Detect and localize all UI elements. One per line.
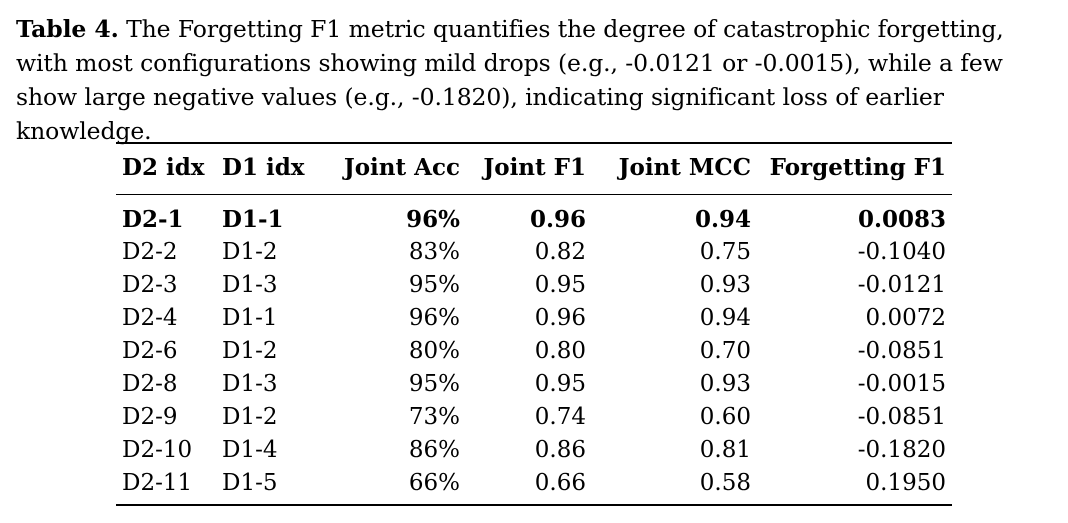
cell-joint-mcc: 0.93 <box>699 272 751 298</box>
forgetting-table: D2 idx D1 idx Joint Acc Joint F1 Joint M… <box>116 144 952 188</box>
cell-joint-f1: 0.82 <box>534 239 586 265</box>
cell-forgetting-f1: -0.0121 <box>857 272 946 298</box>
table-row: D2-2 D1-2 83% 0.82 0.75 -0.1040 <box>116 236 952 269</box>
cell-joint-acc: 73% <box>408 404 460 430</box>
cell-joint-acc: 83% <box>408 239 460 265</box>
cell-d1-idx: D1-2 <box>222 404 278 430</box>
cell-joint-acc: 95% <box>408 272 460 298</box>
cell-joint-acc: 95% <box>408 371 460 397</box>
cell-d2-idx: D2-3 <box>122 272 178 298</box>
cell-joint-acc: 80% <box>408 338 460 364</box>
header-d2-idx: D2 idx <box>122 154 205 181</box>
cell-d2-idx: D2-2 <box>122 239 178 265</box>
cell-joint-f1: 0.66 <box>534 470 586 496</box>
cell-d2-idx: D2-1 <box>122 206 184 233</box>
cell-forgetting-f1: 0.1950 <box>865 470 946 496</box>
cell-joint-mcc: 0.70 <box>699 338 751 364</box>
caption-label: Table 4. <box>16 15 119 43</box>
cell-d1-idx: D1-2 <box>222 338 278 364</box>
cell-joint-acc: 96% <box>408 305 460 331</box>
table-top-rule <box>116 142 952 144</box>
table-row: D2-10 D1-4 86% 0.86 0.81 -0.1820 <box>116 434 952 467</box>
cell-joint-f1: 0.96 <box>534 305 586 331</box>
header-joint-mcc: Joint MCC <box>618 154 751 181</box>
cell-d1-idx: D1-5 <box>222 470 278 496</box>
header-joint-acc: Joint Acc <box>343 154 460 181</box>
cell-joint-f1: 0.80 <box>534 338 586 364</box>
results-table: D2 idx D1 idx Joint Acc Joint F1 Joint M… <box>116 142 952 506</box>
table-caption: Table 4. The Forgetting F1 metric quanti… <box>16 12 1056 148</box>
cell-d1-idx: D1-3 <box>222 371 278 397</box>
table-row: D2-1 D1-1 96% 0.96 0.94 0.0083 <box>116 195 952 236</box>
cell-joint-acc: 66% <box>408 470 460 496</box>
header-d1-idx: D1 idx <box>222 154 305 181</box>
cell-joint-mcc: 0.58 <box>699 470 751 496</box>
cell-d2-idx: D2-8 <box>122 371 178 397</box>
cell-forgetting-f1: 0.0083 <box>857 206 946 233</box>
cell-joint-acc: 86% <box>408 437 460 463</box>
cell-d1-idx: D1-1 <box>222 305 278 331</box>
table-row: D2-8 D1-3 95% 0.95 0.93 -0.0015 <box>116 368 952 401</box>
cell-joint-f1: 0.74 <box>534 404 586 430</box>
table-row: D2-6 D1-2 80% 0.80 0.70 -0.0851 <box>116 335 952 368</box>
cell-d2-idx: D2-4 <box>122 305 178 331</box>
cell-joint-f1: 0.86 <box>534 437 586 463</box>
cell-d2-idx: D2-11 <box>122 470 193 496</box>
table-header-rule <box>116 194 952 195</box>
cell-joint-mcc: 0.93 <box>699 371 751 397</box>
cell-d1-idx: D1-4 <box>222 437 278 463</box>
cell-d2-idx: D2-6 <box>122 338 178 364</box>
cell-joint-acc: 96% <box>406 206 460 233</box>
cell-joint-mcc: 0.75 <box>699 239 751 265</box>
cell-joint-f1: 0.95 <box>534 371 586 397</box>
cell-joint-mcc: 0.94 <box>694 206 751 233</box>
cell-joint-f1: 0.95 <box>534 272 586 298</box>
cell-forgetting-f1: -0.1040 <box>857 239 946 265</box>
table-row: D2-4 D1-1 96% 0.96 0.94 0.0072 <box>116 302 952 335</box>
cell-forgetting-f1: -0.0015 <box>857 371 946 397</box>
caption-text: The Forgetting F1 metric quantifies the … <box>16 15 1004 145</box>
cell-joint-mcc: 0.60 <box>699 404 751 430</box>
cell-forgetting-f1: -0.0851 <box>857 338 946 364</box>
cell-joint-mcc: 0.94 <box>699 305 751 331</box>
cell-d1-idx: D1-3 <box>222 272 278 298</box>
cell-joint-f1: 0.96 <box>529 206 586 233</box>
cell-d2-idx: D2-10 <box>122 437 193 463</box>
cell-forgetting-f1: -0.1820 <box>857 437 946 463</box>
cell-d2-idx: D2-9 <box>122 404 178 430</box>
cell-d1-idx: D1-1 <box>222 206 284 233</box>
table-row: D2-9 D1-2 73% 0.74 0.60 -0.0851 <box>116 401 952 434</box>
cell-d1-idx: D1-2 <box>222 239 278 265</box>
cell-forgetting-f1: 0.0072 <box>865 305 946 331</box>
header-forgetting-f1: Forgetting F1 <box>769 154 946 181</box>
table-row: D2-11 D1-5 66% 0.66 0.58 0.1950 <box>116 467 952 500</box>
cell-forgetting-f1: -0.0851 <box>857 404 946 430</box>
forgetting-table-body: D2-1 D1-1 96% 0.96 0.94 0.0083 D2-2 D1-2… <box>116 195 952 500</box>
header-joint-f1: Joint F1 <box>483 154 586 181</box>
header-row: D2 idx D1 idx Joint Acc Joint F1 Joint M… <box>116 144 952 188</box>
table-bottom-rule <box>116 504 952 506</box>
table-row: D2-3 D1-3 95% 0.95 0.93 -0.0121 <box>116 269 952 302</box>
cell-joint-mcc: 0.81 <box>699 437 751 463</box>
